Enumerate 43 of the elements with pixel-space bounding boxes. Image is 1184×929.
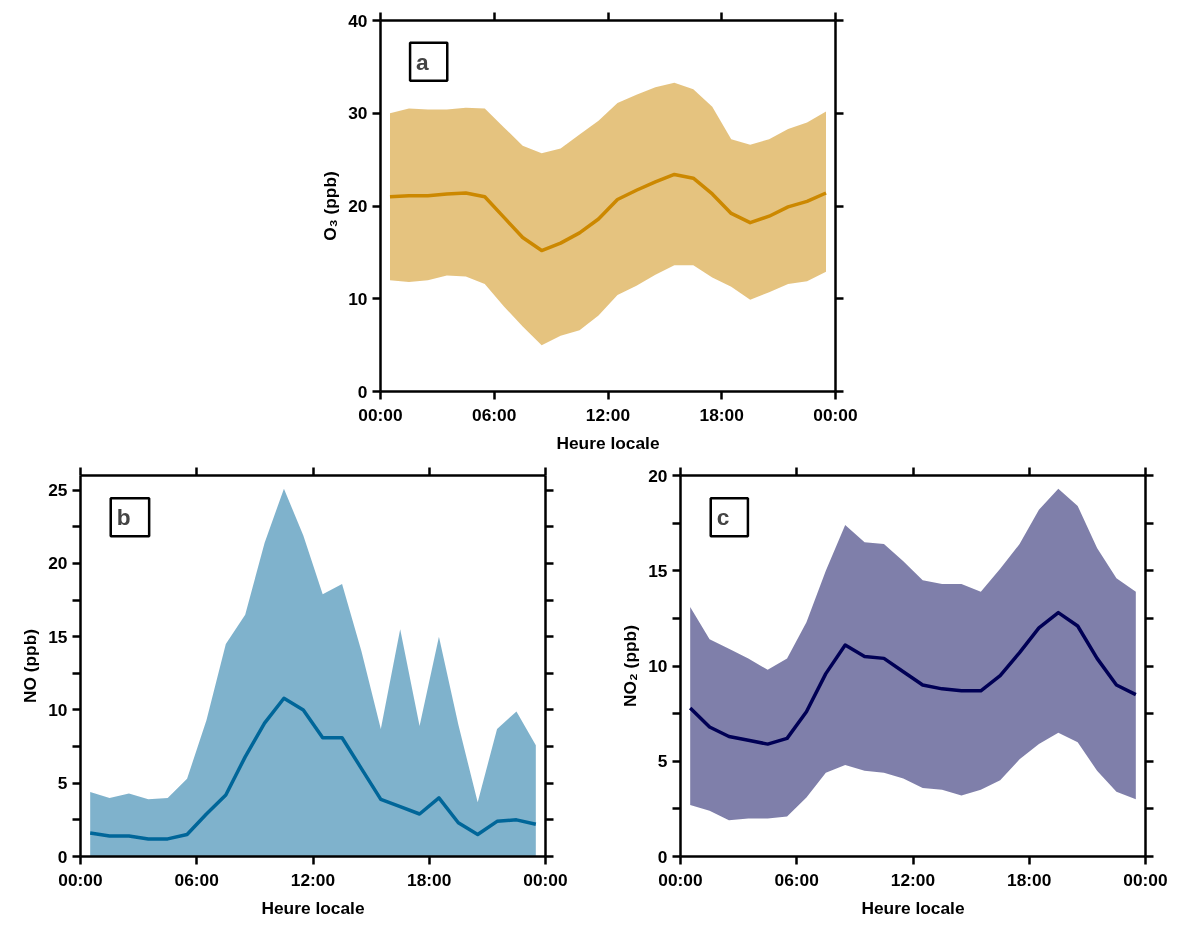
x-tick-label: 18:00: [407, 869, 452, 890]
line-series: [388, 172, 828, 253]
line-series: [688, 610, 1138, 746]
x-tick-label: 00:00: [813, 404, 858, 425]
y-tick-label: 30: [348, 103, 368, 124]
x-tick-label: 00:00: [58, 869, 103, 890]
x-tick-label: 00:00: [1123, 869, 1168, 890]
y-axis-title: O₃ (ppb): [320, 171, 341, 241]
y-tick-label: 20: [48, 553, 68, 574]
x-tick-label: 00:00: [658, 869, 703, 890]
y-tick-label: 25: [48, 480, 68, 501]
annotation: c: [716, 504, 730, 531]
y-tick-label: 40: [348, 10, 368, 31]
x-axis-title: Heure locale: [861, 897, 965, 918]
x-tick-label: 18:00: [699, 404, 744, 425]
x-axis-title: Heure locale: [556, 432, 660, 453]
y-tick-label: 20: [348, 196, 368, 216]
x-tick-label: 12:00: [290, 869, 336, 890]
x-tick-label: 06:00: [472, 404, 517, 425]
x-tick-label: 06:00: [774, 869, 819, 890]
y-tick-label: 10: [48, 699, 68, 720]
annotation: b: [116, 504, 131, 531]
line-series: [88, 696, 538, 841]
x-tick-label: 12:00: [890, 869, 936, 890]
y-tick-label: 5: [57, 773, 68, 794]
x-tick-label: 00:00: [523, 869, 568, 890]
y-axis-title: NO₂ (ppb): [620, 625, 641, 707]
y-tick-label: 20: [648, 465, 668, 486]
annotation: a: [416, 48, 430, 75]
x-tick-label: 18:00: [1007, 869, 1052, 890]
y-tick-label: 10: [348, 288, 368, 309]
x-tick-label: 12:00: [585, 404, 631, 425]
x-tick-label: 00:00: [358, 404, 403, 425]
y-tick-label: 15: [48, 626, 68, 647]
y-axis-title: NO (ppb): [20, 628, 41, 704]
y-tick-label: 15: [648, 560, 668, 581]
x-tick-label: 06:00: [174, 869, 219, 890]
y-tick-label: 0: [357, 381, 368, 402]
y-tick-label: 10: [648, 656, 668, 676]
x-axis-title: Heure locale: [261, 897, 365, 918]
y-tick-label: 0: [57, 846, 68, 867]
y-tick-label: 0: [657, 846, 668, 867]
y-tick-label: 5: [657, 751, 668, 772]
